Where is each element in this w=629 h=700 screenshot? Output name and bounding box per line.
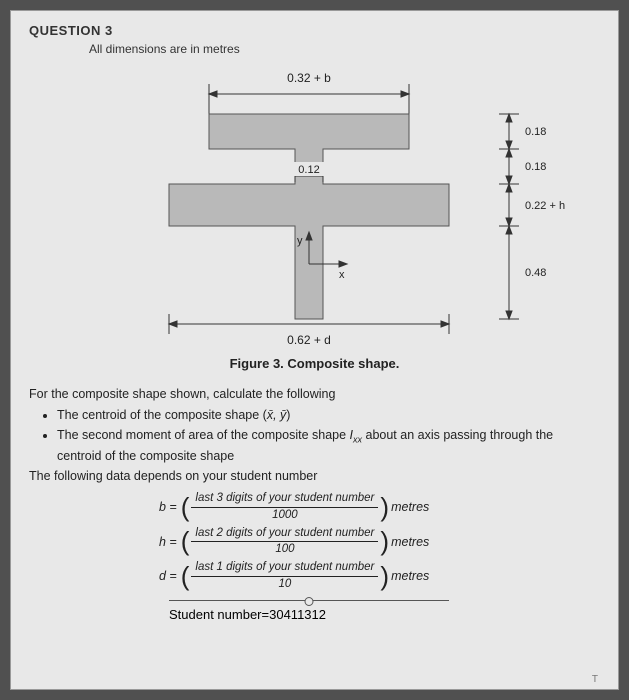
- question-title: QUESTION 3: [29, 23, 600, 38]
- student-label: Student number=: [169, 607, 269, 622]
- dim-r4: 0.48: [525, 267, 546, 279]
- footer-marker: T: [592, 674, 598, 685]
- composite-shape: [169, 114, 449, 319]
- data-line: The following data depends on your stude…: [29, 467, 600, 486]
- dim-bottom: 0.62 + d: [287, 333, 331, 347]
- dim-web: 0.12: [298, 164, 319, 176]
- dim-top: 0.32 + b: [287, 71, 331, 85]
- formulae-block: b = ( last 3 digits of your student numb…: [159, 492, 600, 592]
- formula-d: d = ( last 1 digits of your student numb…: [159, 561, 600, 592]
- dim-r2: 0.18: [525, 161, 546, 173]
- axis-y-label: y: [297, 235, 303, 247]
- figure-container: 0.32 + b 0.12 y x: [29, 64, 600, 354]
- question-page: QUESTION 3 All dimensions are in metres …: [10, 10, 619, 690]
- dim-r3: 0.22 + h: [525, 200, 565, 212]
- figure-caption: Figure 3. Composite shape.: [29, 356, 600, 371]
- student-number-row: Student number=30411312: [169, 600, 449, 622]
- bullet-second-moment: The second moment of area of the composi…: [57, 426, 600, 466]
- dim-r1: 0.18: [525, 126, 546, 138]
- composite-shape-diagram: 0.32 + b 0.12 y x: [29, 64, 599, 354]
- bullet-centroid: The centroid of the composite shape (x̄,…: [57, 406, 600, 425]
- question-body: For the composite shape shown, calculate…: [29, 385, 600, 486]
- student-value: 30411312: [269, 607, 326, 622]
- question-subtitle: All dimensions are in metres: [89, 42, 600, 56]
- formula-h: h = ( last 2 digits of your student numb…: [159, 527, 600, 558]
- axis-x-label: x: [339, 269, 345, 281]
- intro-line: For the composite shape shown, calculate…: [29, 385, 600, 404]
- formula-b: b = ( last 3 digits of your student numb…: [159, 492, 600, 523]
